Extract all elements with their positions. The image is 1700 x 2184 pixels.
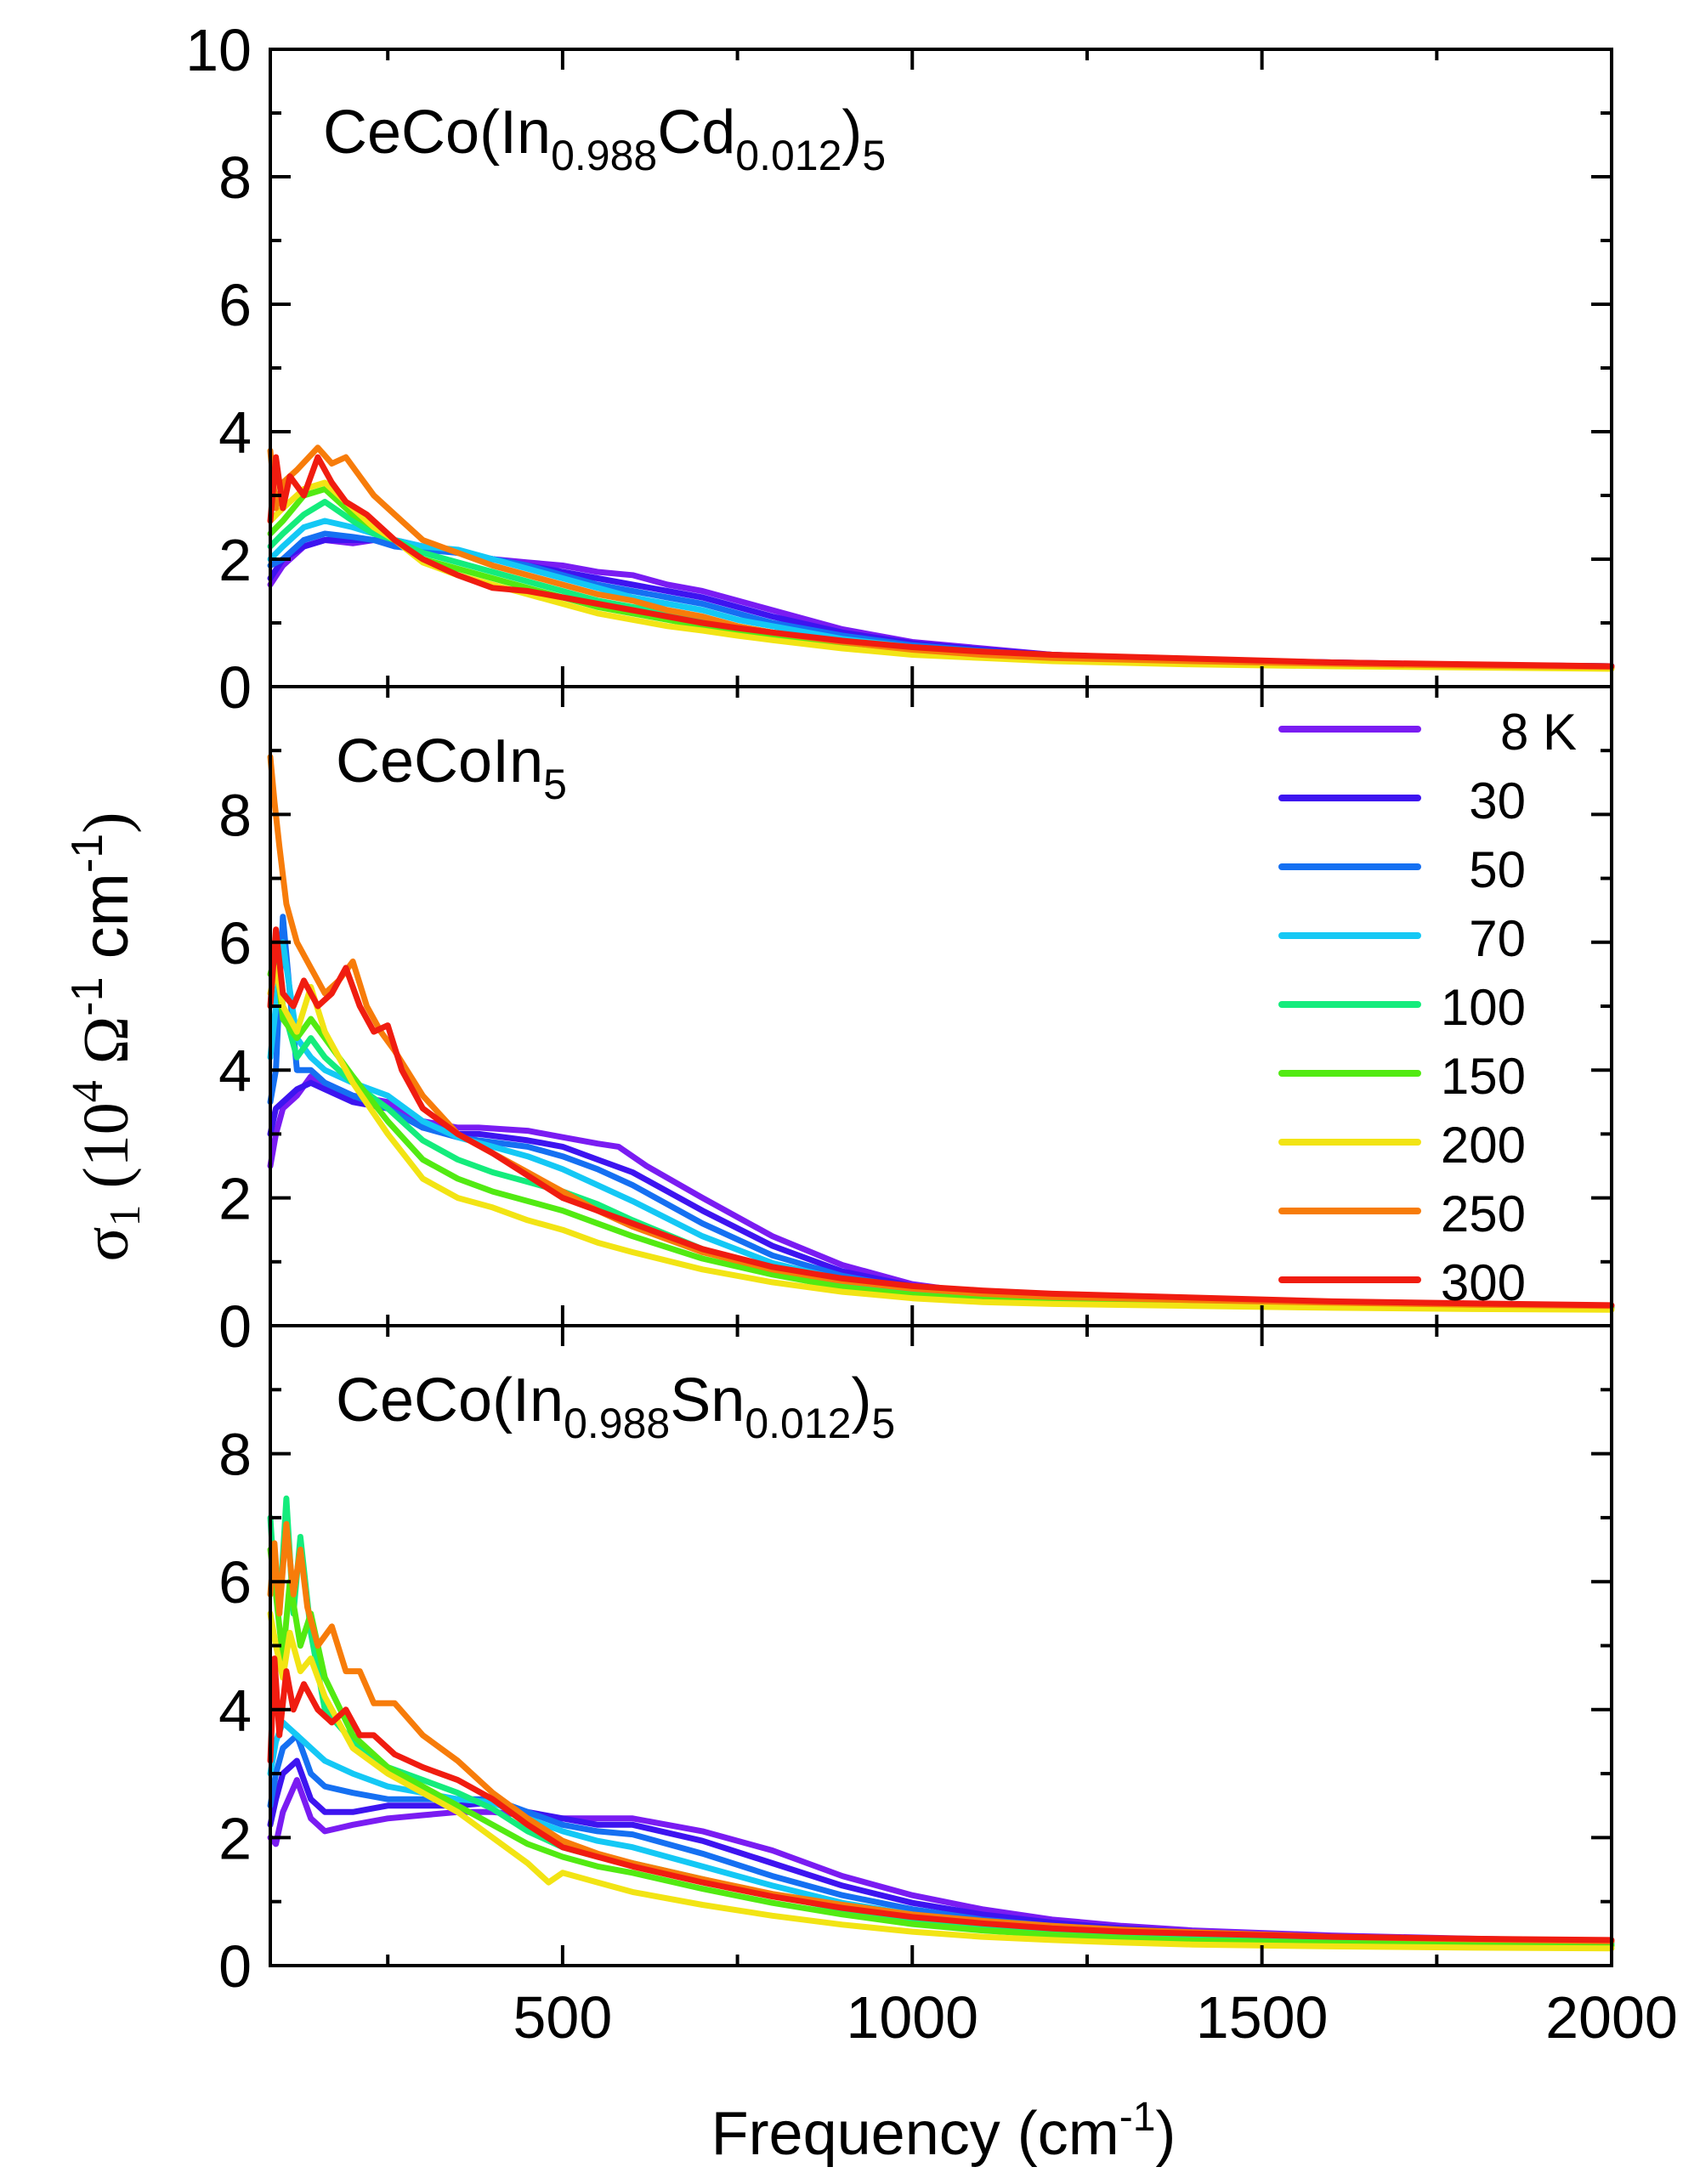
series-line-top-7 [267, 479, 1615, 672]
panel-top: CeCo(In0.988Cd0.012)5 0 2 4 6 8 10 [185, 17, 1615, 721]
series-line-bottom-5 [267, 1495, 1615, 1948]
ytick-label-middle-8: 8 [218, 782, 252, 848]
series-line-bottom-8 [267, 1520, 1615, 1944]
legend-label-6: 150 [1441, 1048, 1526, 1105]
panel-middle-title: CeCoIn5 [336, 727, 567, 808]
y-axis-label: σ1 (104 Ω-1 cm-1) [63, 812, 150, 1261]
legend-label-1: 8 K [1500, 704, 1577, 761]
x-axis-label: Frequency (cm-1) [711, 2095, 1176, 2168]
panel-top-ticks: 0 2 4 6 8 10 [185, 17, 1613, 721]
ytick-label-middle-6: 6 [218, 910, 252, 976]
series-line-top-8 [267, 444, 1615, 670]
panel-bottom: CeCo(In0.988Sn0.012)5 0 2 4 6 8 500 1000 1500 20… [218, 1324, 1678, 2051]
series-line-middle-1 [267, 1073, 1615, 1310]
ytick-label-middle-2: 2 [218, 1166, 252, 1232]
ytick-label-bottom-8: 8 [218, 1422, 252, 1488]
ytick-label-top-10: 10 [185, 17, 252, 83]
legend-label-3: 50 [1469, 841, 1526, 898]
legend-label-7: 200 [1441, 1117, 1526, 1174]
ytick-label-bottom-6: 6 [218, 1549, 252, 1615]
panel-middle-ticks: 0 2 4 6 8 [218, 687, 1613, 1360]
ytick-label-top-0: 0 [218, 654, 252, 721]
series-line-bottom-3 [267, 1732, 1615, 1946]
legend-label-4: 70 [1469, 910, 1526, 967]
series-line-middle-7 [267, 965, 1615, 1313]
legend-label-8: 250 [1441, 1185, 1526, 1242]
ytick-label-bottom-0: 0 [218, 1933, 252, 2000]
ytick-label-top-6: 6 [218, 272, 252, 338]
xtick-label-2000: 2000 [1545, 1984, 1678, 2051]
ytick-label-middle-0: 0 [218, 1293, 252, 1360]
ytick-label-top-8: 8 [218, 144, 252, 211]
xtick-label-500: 500 [513, 1984, 613, 2051]
ytick-label-bottom-2: 2 [218, 1805, 252, 1871]
legend-label-9: 300 [1441, 1254, 1526, 1311]
panel-bottom-series-group [267, 1495, 1615, 1952]
series-line-middle-8 [267, 754, 1615, 1310]
legend: 8 K 30 50 70 100 150 200 250 300 [1278, 704, 1577, 1311]
series-line-middle-3 [267, 914, 1615, 1310]
panel-middle: CeCoIn5 0 2 4 6 8 8 K 30 50 70 100 150 200 250 300 [218, 685, 1615, 1360]
ytick-label-top-2: 2 [218, 527, 252, 593]
panel-top-series-group [267, 444, 1615, 672]
ytick-label-middle-4: 4 [218, 1038, 252, 1104]
panel-top-title: CeCo(In0.988Cd0.012)5 [323, 99, 886, 179]
series-line-bottom-9 [267, 1655, 1615, 1944]
ytick-label-top-4: 4 [218, 399, 252, 466]
legend-label-5: 100 [1441, 979, 1526, 1036]
series-line-top-9 [267, 454, 1615, 670]
series-line-bottom-7 [267, 1610, 1615, 1952]
series-line-middle-9 [267, 926, 1615, 1309]
panel-bottom-title: CeCo(In0.988Sn0.012)5 [336, 1366, 895, 1447]
panel-bottom-ticks: 0 2 4 6 8 500 1000 1500 2000 [218, 1326, 1678, 2051]
xtick-label-1000: 1000 [846, 1984, 978, 2051]
series-line-middle-2 [267, 1079, 1615, 1310]
ytick-label-bottom-4: 4 [218, 1678, 252, 1744]
legend-label-2: 30 [1469, 772, 1526, 829]
xtick-label-1500: 1500 [1196, 1984, 1329, 2051]
series-line-bottom-6 [267, 1547, 1615, 1949]
panel-middle-series-group [267, 754, 1615, 1313]
panel-bottom-frame [269, 1324, 1613, 1967]
